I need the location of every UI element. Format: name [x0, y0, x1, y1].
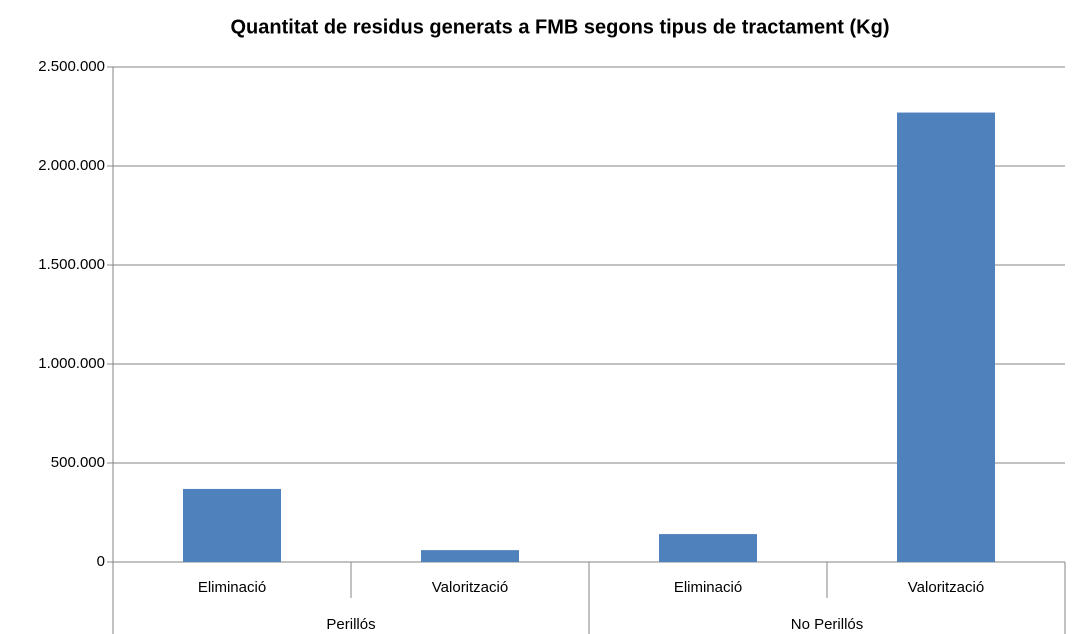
y-tick-label: 2.000.000	[38, 157, 105, 174]
group-label: No Perillós	[791, 616, 864, 633]
x-tick-label: Valorització	[432, 579, 508, 596]
y-tick-label: 500.000	[51, 454, 105, 471]
bar	[897, 112, 995, 562]
y-tick-label: 1.000.000	[38, 355, 105, 372]
y-tick-label: 1.500.000	[38, 256, 105, 273]
y-tick-label: 2.500.000	[38, 58, 105, 75]
x-tick-label: Eliminació	[674, 579, 742, 596]
bar	[421, 550, 519, 562]
y-tick-label: 0	[97, 553, 105, 570]
chart-title: Quantitat de residus generats a FMB sego…	[230, 16, 889, 38]
x-tick-label: Valorització	[908, 579, 984, 596]
bar	[659, 534, 757, 562]
bar	[183, 488, 281, 562]
x-tick-label: Eliminació	[198, 579, 266, 596]
group-label: Perillós	[326, 616, 375, 633]
